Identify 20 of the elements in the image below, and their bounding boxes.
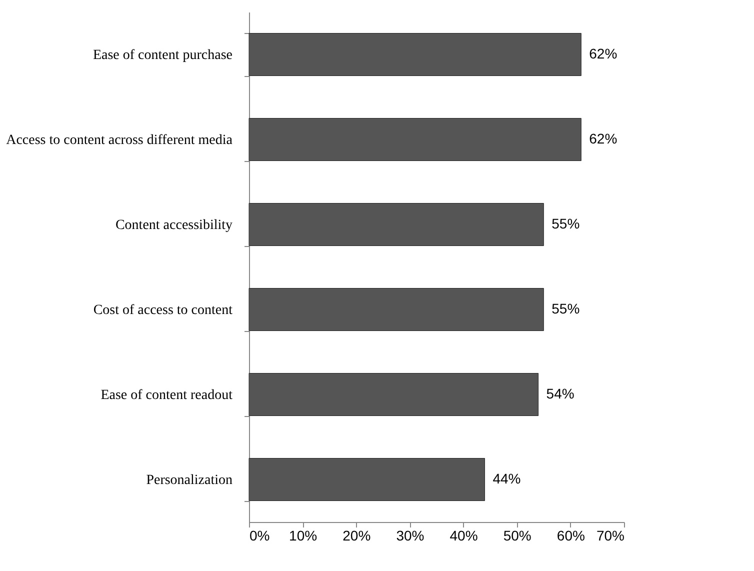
y-tick-label: Ease of content purchase [92,48,232,63]
y-tick-label: Ease of content readout [100,388,233,403]
data-label: 62% [589,46,618,62]
x-tick-label: 30% [396,528,424,544]
data-label: 44% [492,470,521,486]
data-label: 62% [589,130,618,146]
data-label: 55% [552,300,580,316]
x-tick-label: 60% [556,528,585,544]
y-tick-label: Personalization [146,473,232,488]
data-label: 55% [552,216,580,232]
x-tick-label: 10% [289,528,318,544]
x-tick-label: 40% [450,528,478,544]
x-tick-label: 70% [596,528,624,544]
y-tick-label: Access to content across different media [6,133,234,148]
data-label: 54% [546,386,574,402]
y-tick-label: Content accessibility [115,218,232,233]
x-tick-label: 20% [342,528,371,544]
y-tick-label: Cost of access to content [93,303,233,318]
x-tick-label: 50% [503,528,532,544]
x-tick-label: 0% [250,528,270,544]
